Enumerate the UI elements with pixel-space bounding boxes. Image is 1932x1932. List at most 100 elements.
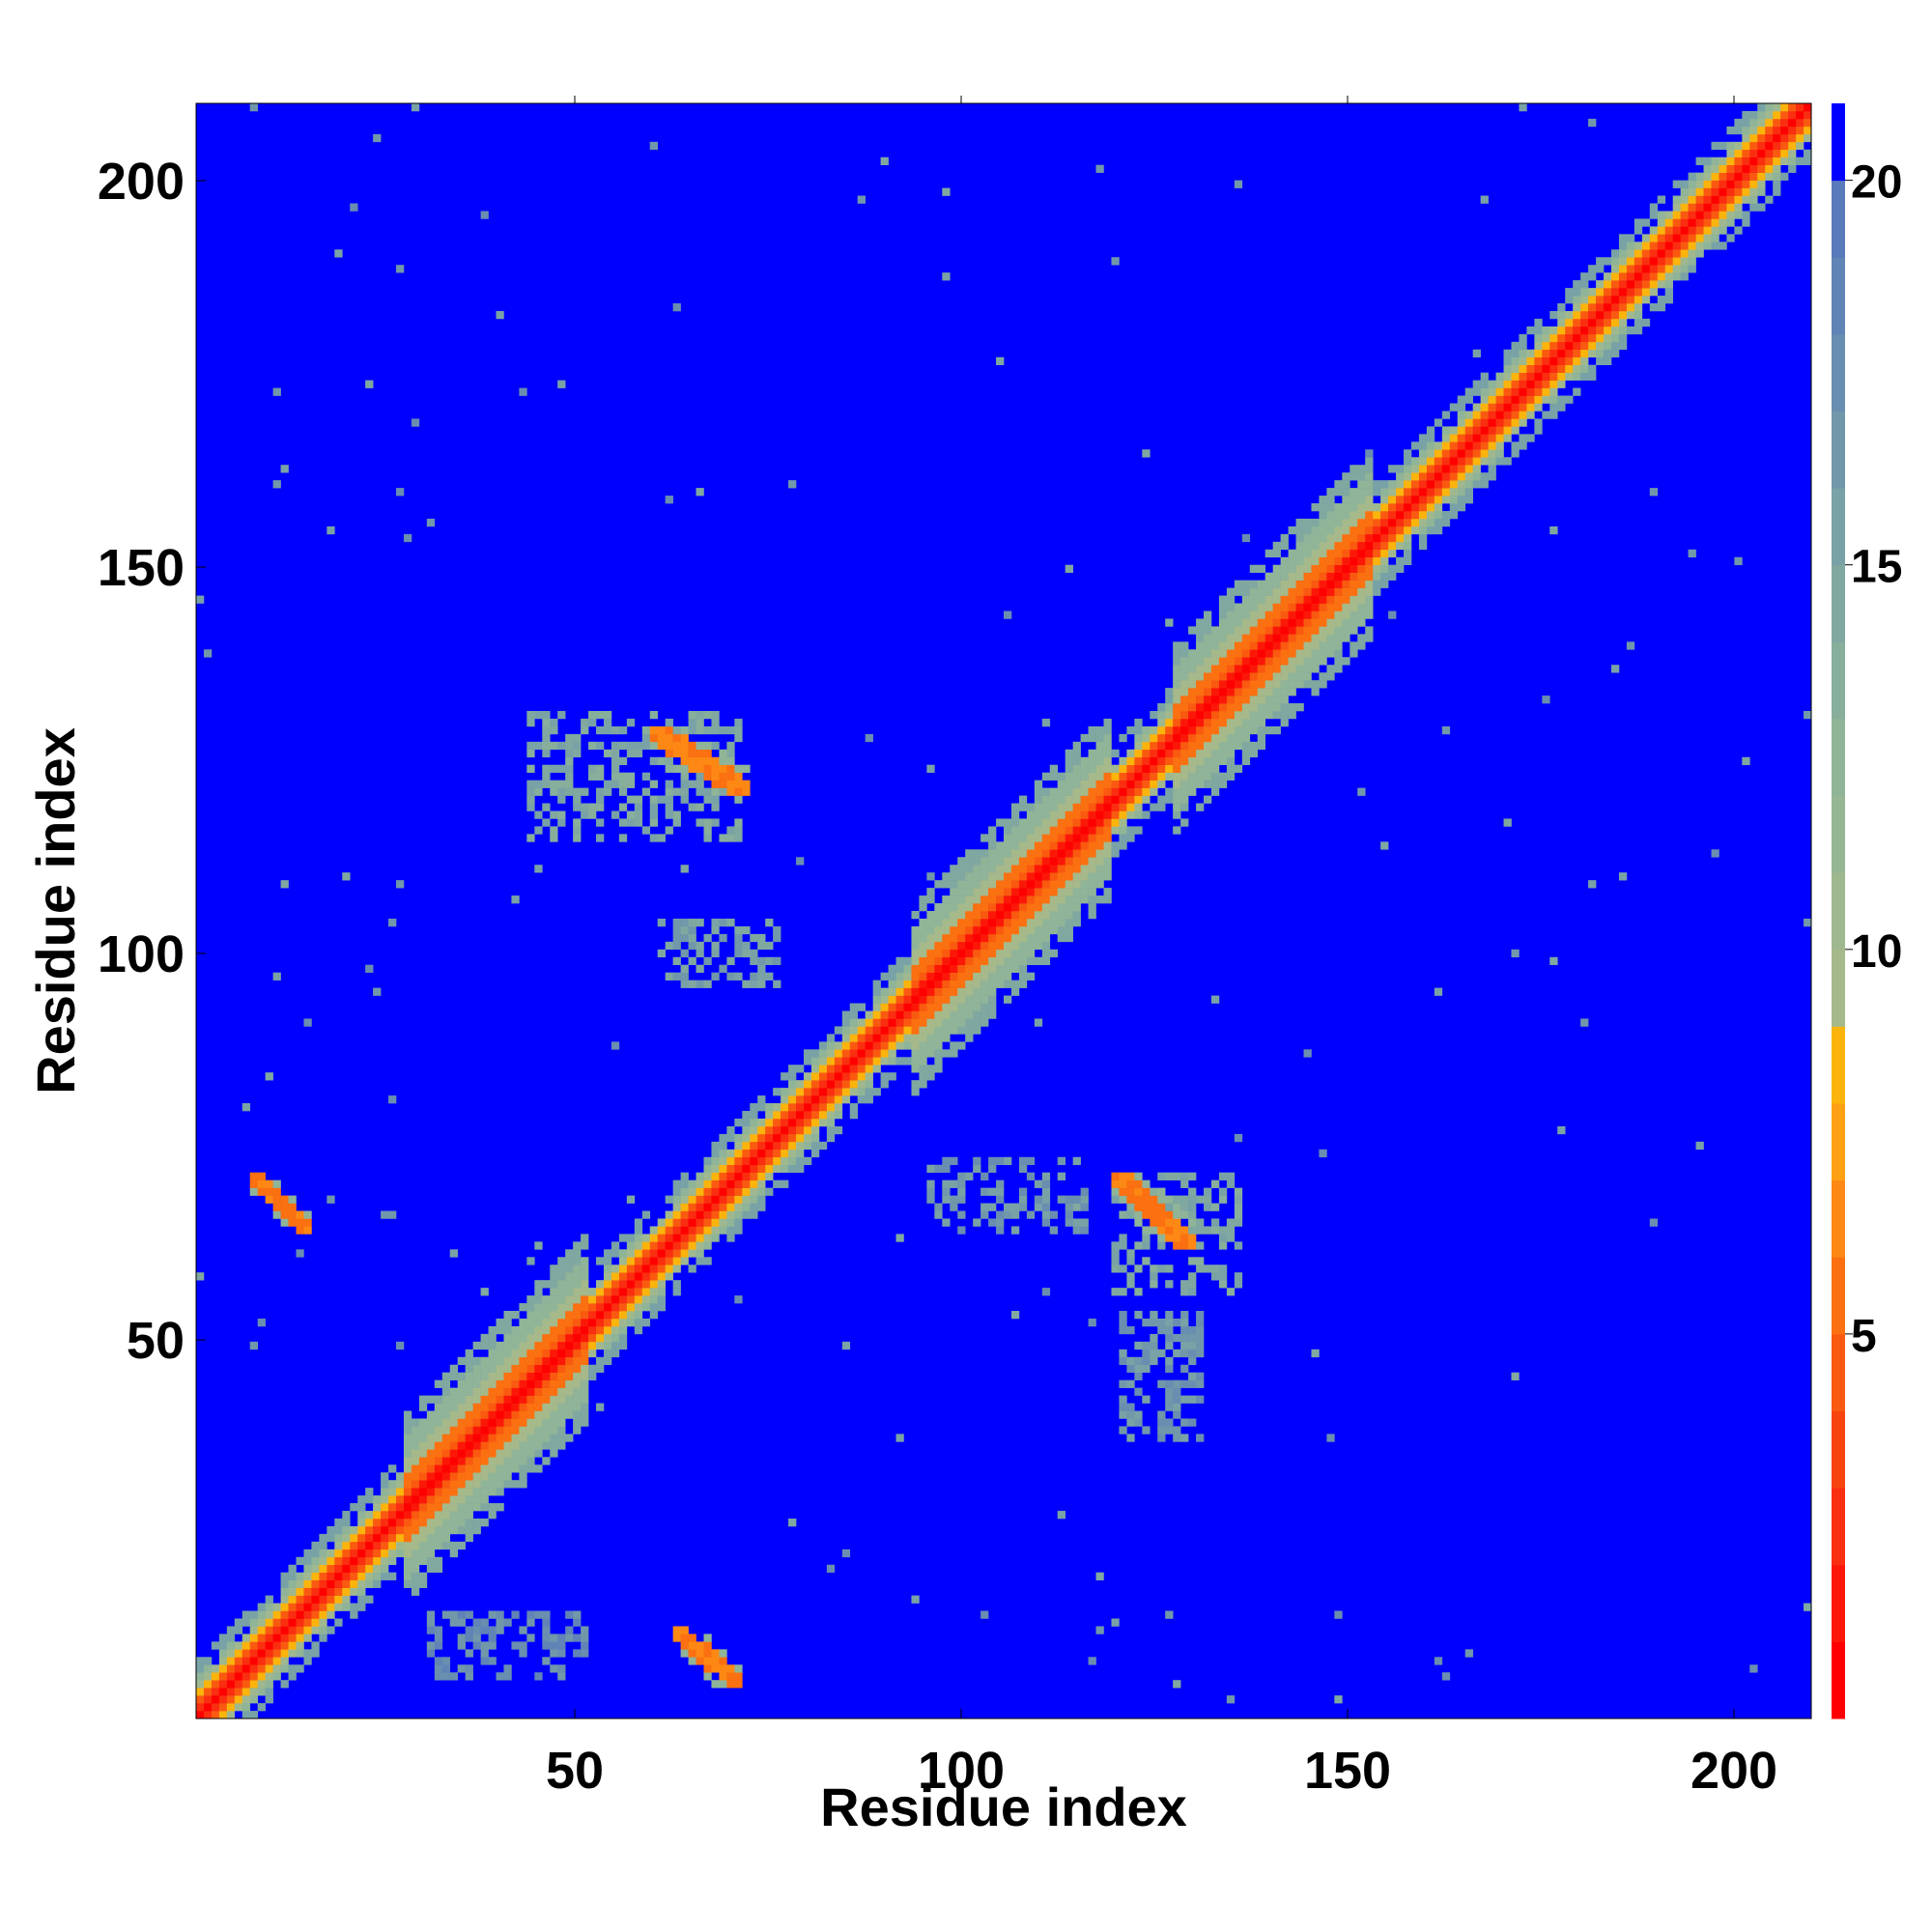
colorbar-segment [1832,411,1845,489]
heatmap-cell [480,1488,489,1496]
heatmap-cell [1604,326,1612,335]
heatmap-cell [403,1472,412,1481]
heatmap-cell [919,1049,927,1058]
heatmap-cell [1726,156,1735,165]
heatmap-cell [1580,296,1589,304]
heatmap-cell [542,1341,551,1350]
heatmap-cell [1272,641,1281,650]
heatmap-cell [272,1672,281,1681]
heatmap-cell [1796,118,1804,128]
heatmap-cell [1111,1241,1120,1250]
heatmap-cell [1680,226,1689,235]
heatmap-cell [257,1634,266,1642]
heatmap-cell [1588,880,1597,889]
heatmap-cell [1065,764,1073,773]
heatmap-cell [1634,326,1643,335]
heatmap-cell [1057,865,1065,873]
heatmap-cell [1788,149,1797,158]
heatmap-cell [1680,211,1689,219]
heatmap-cell [403,1457,412,1465]
heatmap-cell [1196,1325,1205,1335]
heatmap-cell [988,941,997,951]
heatmap-cell [865,1018,873,1027]
heatmap-cell [965,911,974,920]
heatmap-cell [1119,1288,1127,1296]
heatmap-cell [441,1472,451,1481]
heatmap-cell [1688,242,1696,250]
heatmap-cell [680,1210,689,1219]
heatmap-cell [773,1103,781,1112]
heatmap-cell [1664,272,1673,281]
heatmap-cell [1049,834,1059,842]
heatmap-cell [526,710,535,720]
heatmap-cell [1180,749,1189,758]
heatmap-cell [1634,257,1643,266]
heatmap-cell [226,1680,236,1689]
heatmap-cell [1264,580,1273,588]
heatmap-cell [511,1480,520,1489]
heatmap-cell [1119,1395,1127,1404]
heatmap-cell [672,918,681,927]
heatmap-cell [350,1533,358,1543]
heatmap-cell [1049,857,1059,866]
heatmap-cell [1480,403,1489,412]
heatmap-cell [272,1187,281,1196]
heatmap-cell [757,1125,766,1135]
heatmap-cell [1173,672,1181,681]
heatmap-cell [1457,472,1466,481]
heatmap-cell [1280,580,1289,588]
heatmap-cell [1272,572,1281,581]
heatmap-cell [942,941,951,951]
heatmap-cell [680,1234,689,1242]
heatmap-cell [257,1318,266,1327]
heatmap-cell [1604,310,1612,320]
heatmap-cell [1010,880,1020,889]
heatmap-cell [934,925,943,935]
heatmap-cell [1534,395,1543,404]
heatmap-cell [1034,865,1043,873]
heatmap-cell [465,1480,473,1489]
heatmap-cell [534,787,543,796]
heatmap-cell [534,1341,543,1350]
heatmap-cell [557,1341,566,1350]
heatmap-cell [626,1234,636,1242]
heatmap-cell [672,1626,681,1634]
heatmap-cell [973,865,981,873]
heatmap-cell [1226,1695,1236,1704]
colorbar-segment [1832,1179,1845,1258]
heatmap-cell [249,1341,258,1350]
heatmap-cell [618,1234,628,1242]
heatmap-cell [496,1410,504,1419]
heatmap-cell [1204,718,1212,727]
heatmap-cell [1165,1333,1174,1343]
heatmap-cell [988,980,997,988]
heatmap-cell [988,964,997,973]
heatmap-cell [1449,449,1459,458]
heatmap-cell [1218,672,1228,681]
heatmap-cell [242,1634,251,1642]
heatmap-cell [1049,872,1059,881]
heatmap-cell [865,1088,873,1096]
heatmap-cell [788,1518,797,1527]
heatmap-cell [1134,826,1143,835]
heatmap-cell [1010,818,1020,827]
heatmap-cell [465,1434,473,1442]
heatmap-cell [618,1311,628,1320]
heatmap-cell [1257,564,1265,573]
heatmap-cell [1557,356,1566,365]
heatmap-cell [1241,725,1251,735]
heatmap-cell [411,1518,420,1527]
heatmap-cell [542,733,551,743]
heatmap-cell [1210,657,1220,666]
heatmap-cell [1464,449,1473,458]
heatmap-cell [1165,1218,1174,1227]
heatmap-cell [765,918,774,927]
heatmap-cell [1088,880,1096,889]
heatmap-cell [565,772,574,781]
heatmap-cell [426,1441,436,1450]
y-tick-label: 50 [127,1312,185,1370]
heatmap-cell [919,995,927,1004]
heatmap-cell [742,1125,751,1135]
heatmap-cell [911,1003,920,1011]
heatmap-cell [265,1641,273,1650]
